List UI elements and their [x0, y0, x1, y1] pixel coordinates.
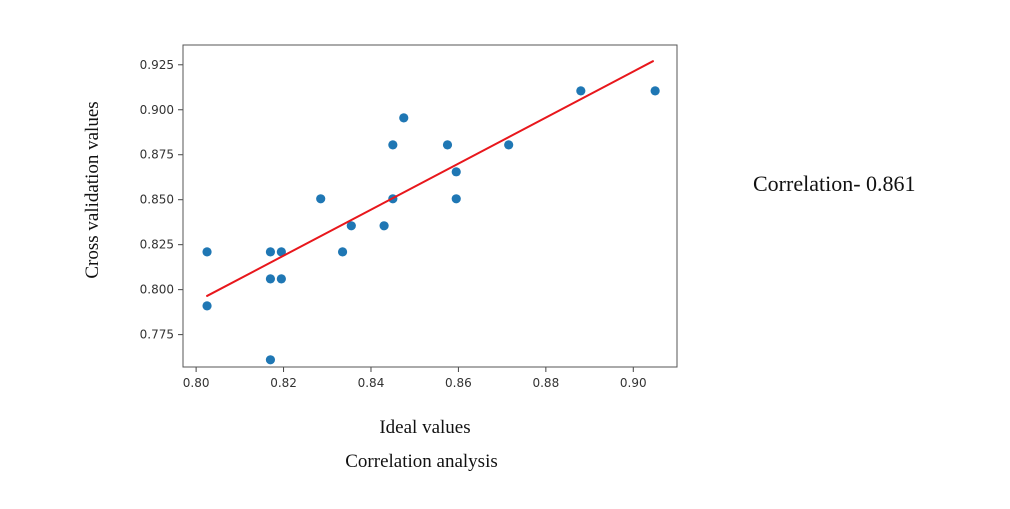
data-point [504, 140, 514, 150]
data-point [265, 247, 276, 257]
data-point [399, 113, 409, 123]
y-tick-label: 0.800 [140, 283, 174, 297]
data-point [276, 274, 286, 284]
data-point [202, 301, 212, 311]
regression-line-layer [206, 60, 654, 297]
y-tick-label: 0.850 [140, 193, 174, 207]
regression-line [206, 60, 654, 297]
y-tick-label: 0.900 [140, 103, 174, 117]
x-tick-label: 0.84 [358, 376, 385, 390]
axis-ticks: 0.80 0.82 0.84 0.86 0.88 0.90 0.775 0.800 0.825 0… [140, 58, 647, 390]
x-tick-label: 0.80 [183, 376, 210, 390]
figure-caption: Correlation analysis [345, 451, 498, 472]
data-point [346, 221, 356, 231]
data-point [265, 355, 276, 365]
data-point [276, 247, 286, 257]
data-point [442, 140, 453, 150]
x-tick-label: 0.90 [620, 376, 647, 390]
plot-frame [182, 44, 678, 368]
y-axis-label: Cross validation values [82, 101, 103, 278]
data-point [265, 274, 276, 284]
x-tick-label: 0.86 [445, 376, 472, 390]
correlation-annotation: Correlation- 0.861 [753, 171, 916, 196]
data-point [576, 86, 586, 96]
data-point [316, 194, 326, 204]
x-tick-label: 0.88 [532, 376, 559, 390]
x-axis-label: Ideal values [379, 417, 470, 438]
y-tick-label: 0.775 [140, 328, 174, 342]
data-point [337, 247, 348, 257]
data-point [451, 167, 461, 177]
y-tick-label: 0.875 [140, 148, 174, 162]
x-tick-label: 0.82 [270, 376, 297, 390]
y-tick-label: 0.925 [140, 58, 174, 72]
data-points [202, 86, 660, 365]
data-point [451, 194, 461, 204]
data-point [388, 140, 398, 150]
y-tick-label: 0.825 [140, 238, 174, 252]
data-point [650, 86, 660, 96]
data-point [202, 247, 212, 257]
data-point [379, 221, 389, 231]
